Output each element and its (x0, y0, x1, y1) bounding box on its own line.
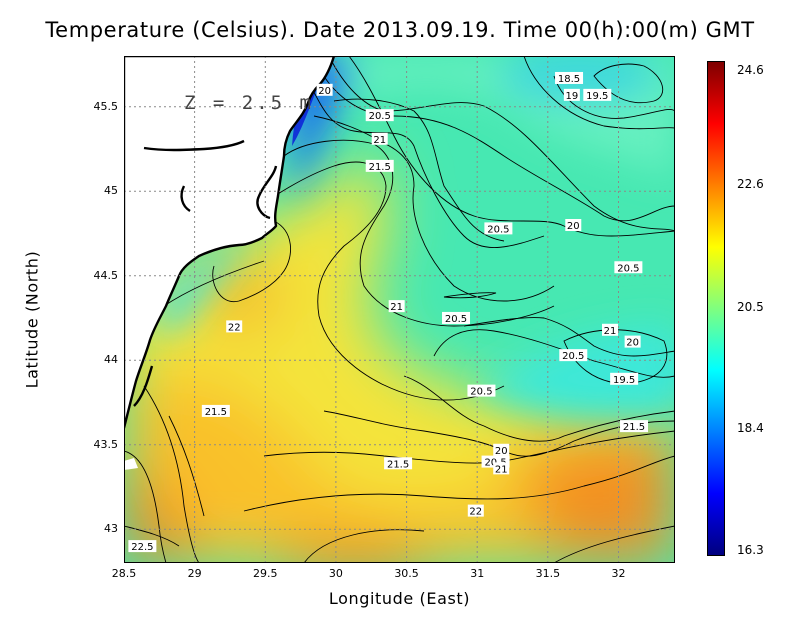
contour-label: 19 (563, 88, 580, 102)
y-tick-label: 44.5 (93, 268, 119, 282)
y-tick-label: 43.5 (93, 437, 119, 451)
contour-label-text: 20.5 (617, 263, 639, 274)
temperature-map: Z = 2.5 m 18.5 19 19.5 20 20.5 21 21.5 20.5 20 20… (124, 56, 675, 563)
contour-label: 20.5 (365, 109, 394, 122)
contour-label-text: 21 (604, 326, 617, 337)
contour-label-text: 20.5 (470, 387, 492, 398)
contour-label: 22.5 (128, 540, 157, 553)
plot-frame (124, 56, 675, 563)
contour-label-text: 22 (228, 322, 241, 333)
contour-label: 20.5 (614, 261, 643, 274)
contour-label: 22 (226, 320, 243, 333)
contour-label-text: 21 (373, 135, 386, 146)
x-tick-label: 30 (328, 567, 343, 580)
x-tick-label: 32 (611, 567, 626, 580)
contour-label: 21.5 (620, 420, 649, 433)
colorbar-tick-label: 24.6 (737, 63, 764, 77)
contour-label: 18.5 (555, 71, 584, 85)
x-tick-label: 30.5 (394, 567, 419, 580)
contour-label-text: 20.5 (369, 111, 391, 122)
contour-label: 21 (388, 300, 405, 313)
contour-label-text: 20.5 (562, 351, 584, 362)
x-tick-label: 31 (470, 567, 485, 580)
contour-label-text: 21 (390, 302, 403, 313)
y-axis-label: Latitude (North) (22, 250, 42, 389)
colorbar-tick-label: 20.5 (737, 300, 764, 314)
contour-label-text: 21.5 (623, 422, 645, 433)
contour-label-text: 18.5 (558, 74, 580, 85)
x-axis-label: Longitude (East) (328, 589, 471, 608)
contour-label: 20 (316, 83, 333, 97)
x-tick-label: 29.5 (253, 567, 278, 580)
colorbar-tick-label: 22.6 (737, 177, 764, 191)
colorbar-tick-label: 16.3 (737, 543, 764, 557)
contour-label: 22 (467, 504, 484, 518)
contour-label-text: 21.5 (369, 162, 391, 173)
contour-label: 20.5 (484, 222, 513, 235)
contour-label: 20 (624, 335, 641, 349)
contour-label: 20.5 (442, 311, 471, 325)
contour-label: 21.5 (365, 159, 394, 173)
contour-label-text: 21.5 (205, 407, 227, 418)
contour-label: 21.5 (384, 457, 413, 470)
contour-lines (124, 56, 675, 563)
map-plot-area: Z = 2.5 m 18.5 19 19.5 20 20.5 21 21.5 20.5 20 20… (124, 56, 675, 563)
contour-label: 19.5 (583, 88, 612, 102)
contour-label-text: 20 (567, 221, 580, 232)
contour-label-text: 20 (318, 86, 331, 97)
contour-label-text: 19.5 (613, 375, 635, 386)
grid-lines (124, 56, 675, 563)
contour-label-text: 20 (495, 446, 508, 457)
depth-label: Z = 2.5 m (184, 92, 314, 114)
contour-label-text: 19.5 (586, 91, 608, 102)
contour-label: 21 (493, 462, 510, 475)
x-tick-label: 31.5 (535, 567, 561, 580)
contour-label: 21 (371, 132, 388, 146)
contour-label: 19.5 (610, 372, 639, 386)
contour-label-text: 20 (626, 338, 639, 349)
contour-label-text: 20.5 (487, 224, 509, 235)
contour-label-text: 21 (495, 464, 508, 475)
colorbar-tick-label: 18.4 (737, 421, 764, 435)
y-tick-label: 44 (104, 353, 118, 367)
x-tick-label: 28.5 (111, 567, 137, 580)
contour-label-text: 22 (469, 507, 482, 518)
y-tick-label: 43 (104, 522, 118, 536)
contour-label: 20.5 (559, 349, 588, 362)
contour-label: 20 (565, 219, 582, 232)
y-tick-label: 45.5 (93, 99, 119, 113)
y-tick-label: 45 (104, 184, 118, 198)
contour-labels: 18.5 19 19.5 20 20.5 21 21.5 20.5 20 20.5 22 21 20.5… (128, 71, 649, 553)
contour-label-text: 21.5 (387, 459, 409, 470)
contour-label-text: 22.5 (131, 542, 153, 553)
contour-label: 20 (493, 443, 510, 457)
contour-label-text: 20.5 (445, 314, 467, 325)
contour-label-text: 19 (565, 91, 578, 102)
chart-title: Temperature (Celsius). Date 2013.09.19. … (45, 18, 755, 42)
contour-label: 20.5 (467, 384, 496, 398)
contour-label: 21.5 (201, 404, 230, 418)
colorbar (707, 61, 725, 556)
contour-label: 21 (602, 323, 619, 337)
x-tick-label: 29 (187, 567, 202, 580)
